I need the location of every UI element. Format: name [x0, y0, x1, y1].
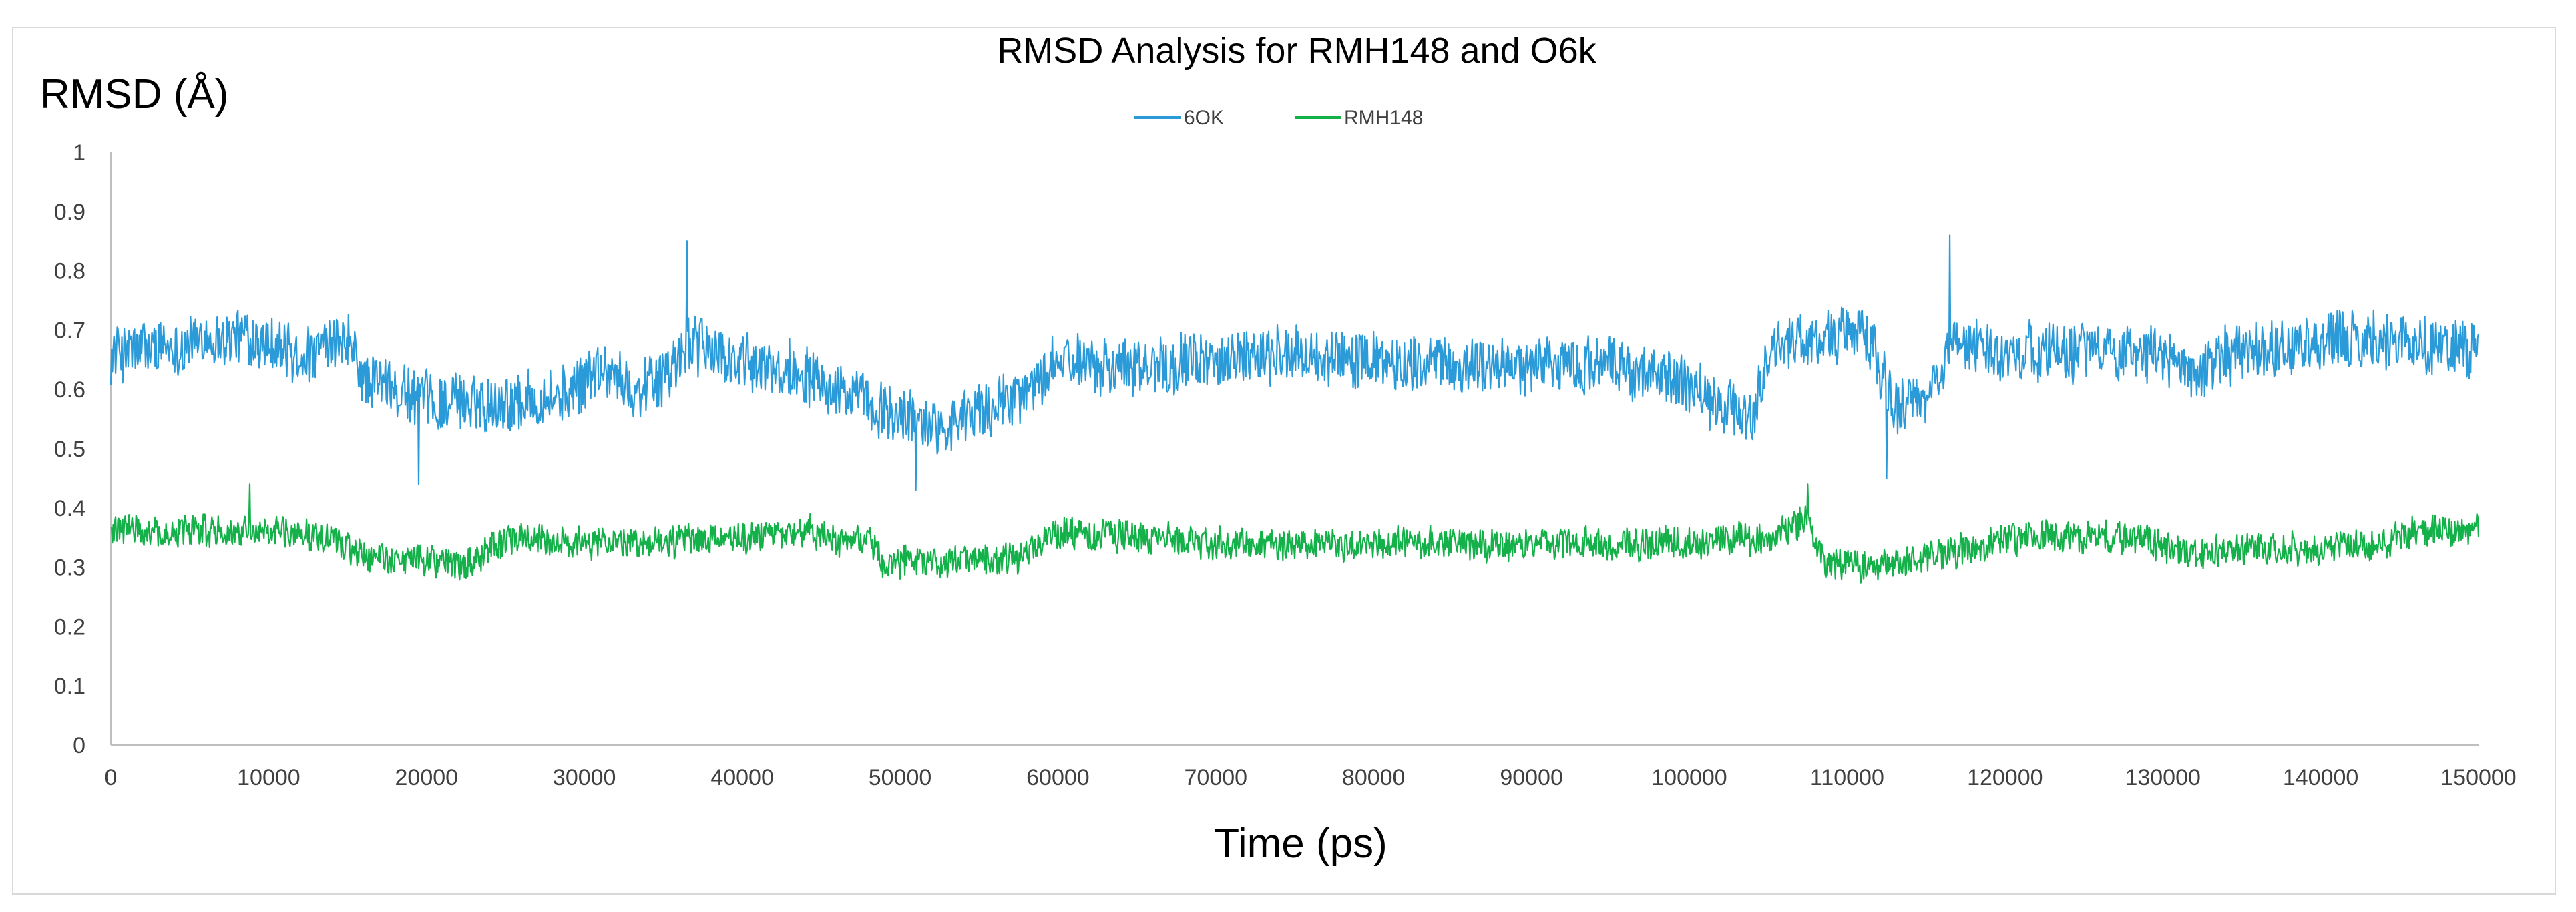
y-tick-label: 0.2: [54, 614, 85, 640]
x-axis-ticks: 0 10000 20000 30000 40000 50000 60000 70000 8000…: [105, 765, 2517, 790]
x-tick-label: 30000: [553, 765, 616, 790]
y-tick-label: 0.9: [54, 200, 85, 225]
chart-frame: [12, 27, 2556, 895]
x-tick-label: 10000: [237, 765, 300, 790]
legend: 6OK RMH148: [1134, 107, 1423, 129]
y-tick-label: 0: [73, 733, 85, 758]
chart-title: RMSD Analysis for RMH148 and O6k: [997, 31, 1596, 71]
x-tick-label: 20000: [395, 765, 459, 790]
x-tick-label: 70000: [1185, 765, 1248, 790]
x-tick-label: 50000: [869, 765, 932, 790]
x-tick-label: 60000: [1026, 765, 1090, 790]
x-tick-label: 130000: [2125, 765, 2200, 790]
y-tick-label: 0.7: [54, 318, 85, 343]
x-axis-label: Time (ps): [1214, 821, 1387, 867]
legend-label: RMH148: [1344, 107, 1423, 129]
x-tick-label: 90000: [1500, 765, 1563, 790]
series-line-rmh148: [110, 483, 2480, 584]
y-axis-ticks: 0 0.1 0.2 0.3 0.4 0.5 0.6 0.7 0.8 0.9 1: [54, 140, 85, 758]
x-tick-label: 0: [105, 765, 118, 790]
y-tick-label: 0.3: [54, 555, 85, 581]
y-axis-label: RMSD (Å): [40, 71, 228, 118]
legend-label: 6OK: [1184, 107, 1224, 129]
x-tick-label: 150000: [2440, 765, 2516, 790]
x-tick-label: 100000: [1651, 765, 1727, 790]
y-tick-label: 1: [73, 140, 85, 166]
y-tick-label: 0.5: [54, 437, 85, 462]
y-tick-label: 0.8: [54, 259, 85, 284]
y-tick-label: 0.1: [54, 674, 85, 699]
series-line-6ok: [110, 234, 2480, 491]
x-tick-label: 120000: [1967, 765, 2043, 790]
x-tick-label: 80000: [1342, 765, 1406, 790]
series-group: [110, 234, 2480, 584]
x-tick-label: 140000: [2283, 765, 2358, 790]
y-tick-label: 0.4: [54, 496, 85, 521]
x-tick-label: 40000: [710, 765, 774, 790]
x-tick-label: 110000: [1810, 765, 1884, 790]
y-tick-label: 0.6: [54, 377, 85, 403]
